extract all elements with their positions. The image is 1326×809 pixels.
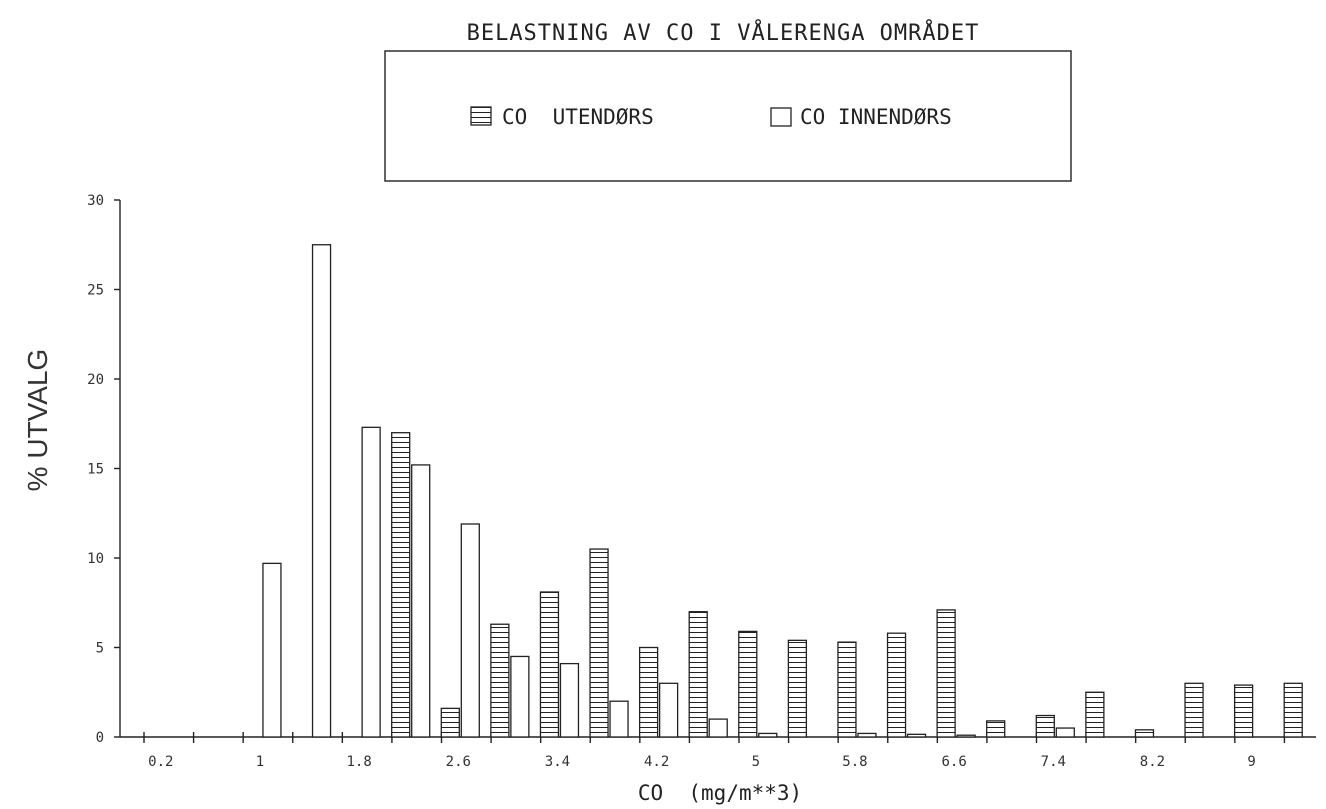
bar-indoor bbox=[361, 426, 381, 738]
bar-outdoor bbox=[1085, 691, 1105, 738]
bar-indoor bbox=[559, 662, 580, 738]
x-tick-label: 6.6 bbox=[941, 754, 966, 770]
x-tick-label: 5 bbox=[752, 754, 760, 770]
bar-outdoor bbox=[986, 720, 1006, 738]
y-tick-label: 10 bbox=[87, 551, 104, 567]
bar-outdoor bbox=[787, 639, 808, 738]
bar-outdoor bbox=[1134, 729, 1155, 738]
x-axis-label: CO (mg/m**3) bbox=[638, 781, 802, 805]
y-tick-label: 25 bbox=[87, 283, 104, 299]
bar-indoor bbox=[758, 732, 778, 738]
legend-swatch-indoor bbox=[770, 107, 792, 127]
x-tick-label: 2.6 bbox=[446, 754, 471, 770]
bar-outdoor bbox=[638, 646, 659, 738]
bar-indoor bbox=[510, 655, 530, 738]
bar-outdoor bbox=[589, 548, 609, 738]
x-tick-label: 5.8 bbox=[842, 754, 867, 770]
bar-indoor bbox=[1055, 727, 1075, 738]
legend-swatch-outdoor bbox=[470, 106, 492, 126]
bar-indoor bbox=[708, 718, 728, 738]
y-tick-label: 5 bbox=[96, 641, 104, 657]
bar-indoor bbox=[411, 464, 431, 738]
bar-indoor bbox=[262, 562, 282, 738]
bar-outdoor bbox=[1233, 684, 1254, 738]
x-tick-label: 3.4 bbox=[545, 754, 570, 770]
bar-outdoor bbox=[391, 432, 411, 738]
bar-indoor bbox=[857, 732, 877, 738]
x-tick-label: 7.4 bbox=[1041, 754, 1066, 770]
bar-outdoor bbox=[490, 623, 510, 738]
bar-outdoor bbox=[539, 591, 560, 738]
x-tick-label: 1.8 bbox=[346, 754, 371, 770]
y-tick-label: 15 bbox=[87, 462, 104, 478]
x-tick-label: 9 bbox=[1247, 754, 1255, 770]
bars-group bbox=[262, 244, 1303, 738]
x-tick-label: 4.2 bbox=[644, 754, 669, 770]
y-tick-label: 20 bbox=[87, 372, 104, 388]
y-axis-label: % UTVALG bbox=[22, 349, 53, 492]
bar-indoor bbox=[956, 734, 976, 738]
bar-outdoor bbox=[688, 611, 708, 738]
bar-indoor bbox=[658, 682, 679, 738]
x-tick-label: 0.2 bbox=[148, 754, 173, 770]
bar-outdoor bbox=[440, 707, 460, 738]
bar-outdoor bbox=[1035, 714, 1055, 738]
legend-label-outdoor: CO UTENDØRS bbox=[502, 105, 654, 129]
x-tick-label: 1 bbox=[256, 754, 264, 770]
bar-outdoor bbox=[837, 641, 857, 738]
bar-indoor bbox=[460, 523, 480, 738]
chart-title: BELASTNING AV CO I VÅLERENGA OMRÅDET bbox=[467, 19, 980, 46]
y-tick-label: 30 bbox=[87, 193, 104, 209]
bar-outdoor bbox=[886, 632, 907, 738]
bar-outdoor bbox=[1184, 682, 1204, 738]
x-tick-label: 8.2 bbox=[1140, 754, 1165, 770]
bar-outdoor bbox=[936, 609, 956, 738]
x-axis: 0.2 1 1.8 2.6 3.4 4.2 5 5.8 6.6 7.4 8.2 9 bbox=[120, 732, 1316, 770]
bar-indoor bbox=[311, 244, 332, 738]
bar-outdoor bbox=[738, 630, 758, 738]
bar-outdoor bbox=[1283, 682, 1303, 738]
legend-box bbox=[384, 50, 1072, 182]
y-tick-label: 0 bbox=[96, 730, 104, 746]
bar-indoor bbox=[609, 700, 629, 738]
y-axis: 0 5 10 15 20 25 30 bbox=[87, 193, 121, 746]
bar-indoor bbox=[906, 733, 927, 738]
legend-label-indoor: CO INNENDØRS bbox=[800, 105, 952, 129]
